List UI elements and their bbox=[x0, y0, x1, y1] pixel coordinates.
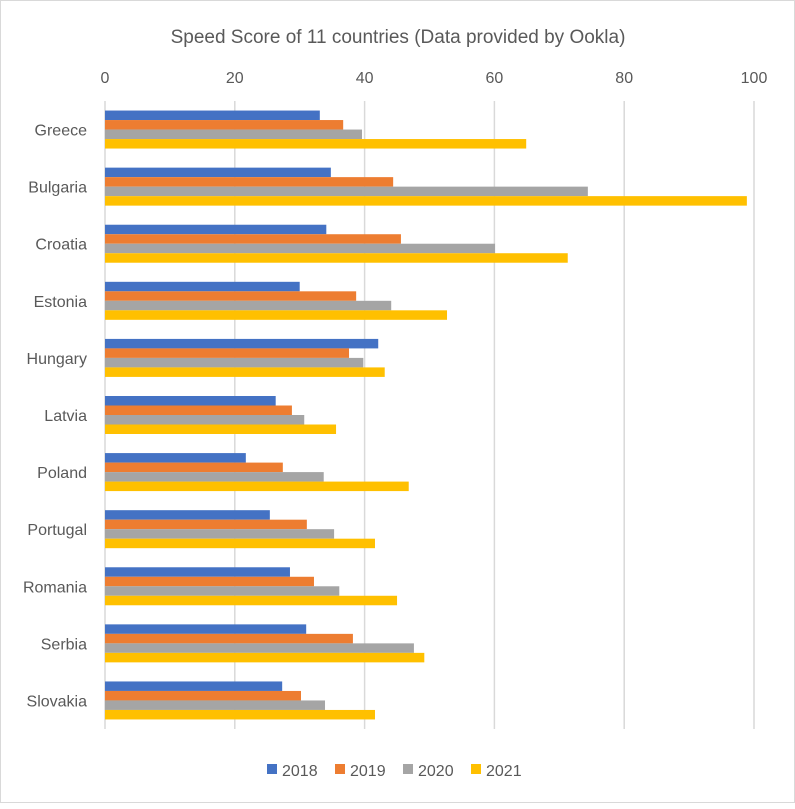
legend-swatch bbox=[403, 764, 413, 774]
chart-title: Speed Score of 11 countries (Data provid… bbox=[171, 27, 626, 48]
x-tick-label: 40 bbox=[356, 70, 374, 87]
bar-2018 bbox=[105, 681, 283, 691]
bar-2019 bbox=[105, 177, 394, 187]
bar-2018 bbox=[105, 338, 379, 349]
legend-swatch bbox=[335, 764, 345, 774]
legend-swatch bbox=[267, 764, 277, 774]
bar-2020 bbox=[105, 529, 335, 539]
category-label: Serbia bbox=[41, 636, 87, 653]
category-label: Slovakia bbox=[27, 693, 88, 710]
bar-2018 bbox=[105, 624, 307, 634]
bar-2018 bbox=[105, 510, 270, 520]
category-label: Portugal bbox=[27, 522, 87, 539]
bar-2021 bbox=[105, 481, 409, 492]
bar-2020 bbox=[105, 129, 363, 140]
legend-label: 2019 bbox=[350, 763, 386, 780]
bar-2018 bbox=[105, 167, 331, 178]
x-tick-label: 80 bbox=[615, 70, 633, 87]
bar-2020 bbox=[105, 472, 324, 482]
bar-2018 bbox=[105, 453, 246, 463]
bar-2021 bbox=[105, 538, 375, 549]
category-label: Estonia bbox=[34, 294, 87, 311]
bar-2018 bbox=[105, 396, 276, 406]
legend-label: 2020 bbox=[418, 763, 454, 780]
bar-2020 bbox=[105, 643, 414, 653]
bar-2021 bbox=[105, 652, 425, 663]
x-tick-label: 0 bbox=[101, 70, 110, 87]
bar-2018 bbox=[105, 281, 300, 292]
category-label: Romania bbox=[23, 579, 87, 596]
bar-2019 bbox=[105, 690, 301, 701]
bar-2020 bbox=[105, 700, 326, 710]
bar-2021 bbox=[105, 310, 448, 320]
category-label: Hungary bbox=[27, 351, 87, 368]
legend-label: 2021 bbox=[486, 763, 522, 780]
category-label: Bulgaria bbox=[28, 180, 87, 197]
bar-2021 bbox=[105, 595, 398, 606]
bar-2019 bbox=[105, 633, 353, 644]
x-tick-label: 60 bbox=[486, 70, 504, 87]
bar-2020 bbox=[105, 300, 392, 311]
bar-2020 bbox=[105, 415, 305, 425]
bar-2020 bbox=[105, 586, 340, 596]
legend-label: 2018 bbox=[282, 763, 318, 780]
legend-swatch bbox=[471, 764, 481, 774]
bar-2019 bbox=[105, 519, 307, 530]
bar-2019 bbox=[105, 120, 344, 130]
bar-2019 bbox=[105, 405, 292, 415]
category-label: Poland bbox=[37, 465, 87, 482]
bar-2020 bbox=[105, 243, 496, 254]
bar-2021 bbox=[105, 253, 568, 263]
category-label: Croatia bbox=[35, 237, 87, 254]
bar-2021 bbox=[105, 424, 337, 434]
category-label: Latvia bbox=[44, 408, 87, 425]
bar-2021 bbox=[105, 709, 375, 720]
bar-2019 bbox=[105, 462, 283, 473]
category-label: Greece bbox=[35, 123, 88, 140]
bar-2021 bbox=[105, 139, 527, 149]
bar-2018 bbox=[105, 110, 320, 121]
bar-2019 bbox=[105, 234, 401, 244]
bar-2018 bbox=[105, 567, 290, 577]
bar-2021 bbox=[105, 196, 747, 206]
bar-2019 bbox=[105, 348, 350, 358]
bar-2020 bbox=[105, 357, 364, 368]
bar-2021 bbox=[105, 367, 385, 377]
x-tick-label: 100 bbox=[741, 70, 768, 87]
bar-2019 bbox=[105, 576, 314, 587]
bar-2020 bbox=[105, 186, 588, 197]
bar-2018 bbox=[105, 224, 327, 235]
x-tick-label: 20 bbox=[226, 70, 244, 87]
bar-2019 bbox=[105, 291, 357, 301]
